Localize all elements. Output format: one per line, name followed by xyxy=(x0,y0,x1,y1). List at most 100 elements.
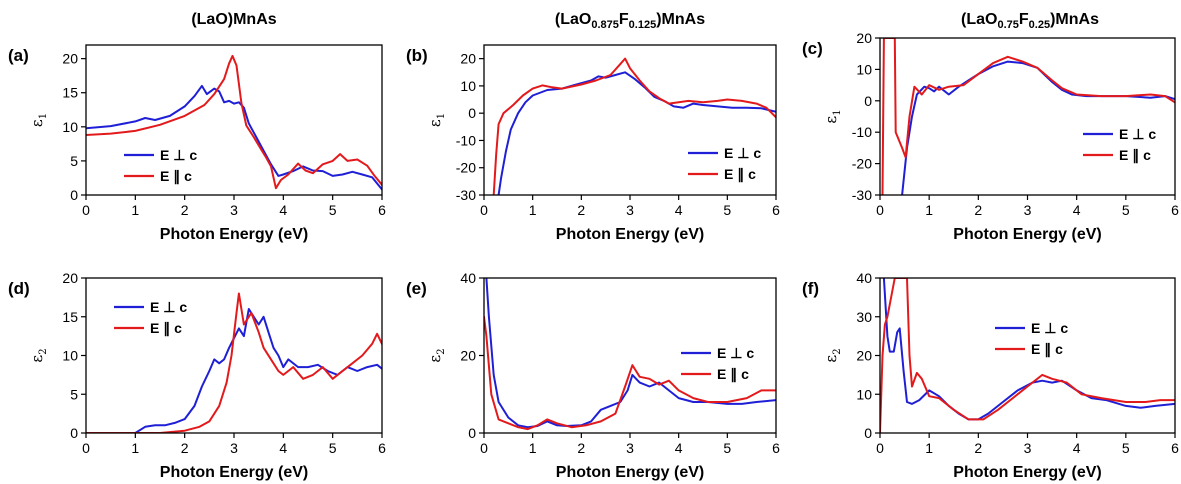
y-tick-label: -20 xyxy=(852,156,872,172)
plot-frame xyxy=(879,277,1176,434)
y-tick-label: 5 xyxy=(70,386,78,402)
x-axis-title: Photon Energy (eV) xyxy=(160,226,308,243)
column-title-1: (LaO)MnAs xyxy=(191,11,276,28)
x-axis-title: Photon Energy (eV) xyxy=(953,226,1101,243)
legend: E ⊥ c E ∥ c xyxy=(114,299,187,337)
x-tick-label: 6 xyxy=(378,440,386,456)
column-title-part: 0.125 xyxy=(629,19,657,31)
x-tick-label: 5 xyxy=(723,440,731,456)
series-line-perp xyxy=(86,84,382,191)
y-tick-label: 10 xyxy=(62,119,78,135)
y-tick-label: 10 xyxy=(856,61,872,77)
legend-label: E ∥ c xyxy=(160,168,192,185)
legend: E ⊥ c E ∥ c xyxy=(1083,126,1156,164)
y-tick-label: -10 xyxy=(456,132,476,148)
series-line-par xyxy=(86,292,382,433)
y-tick-label: 15 xyxy=(62,85,78,101)
column-title-3: (LaO0.75F0.25)MnAs xyxy=(961,11,1099,31)
column-title-part: 0.875 xyxy=(591,19,619,31)
legend-label: E ∥ c xyxy=(724,166,756,183)
x-tick-label: 1 xyxy=(131,440,139,456)
legend: E ⊥ c E ∥ c xyxy=(124,147,197,185)
x-tick-label: 6 xyxy=(772,202,780,218)
x-tick-label: 0 xyxy=(876,440,884,456)
x-tick-label: 5 xyxy=(723,202,731,218)
x-tick-label: 6 xyxy=(378,202,386,218)
series-group xyxy=(86,54,382,191)
y-tick-label: 20 xyxy=(460,51,476,67)
y-tick-label: -10 xyxy=(852,124,872,140)
column-title-part: 0.25 xyxy=(1029,19,1050,31)
y-tick-label: 20 xyxy=(856,30,872,46)
legend-label: E ∥ c xyxy=(1119,147,1151,164)
x-tick-label: 0 xyxy=(480,440,488,456)
x-tick-label: 2 xyxy=(181,440,189,456)
panel-c: 0 1 2 3 4 5 6 -30 -20 -10 0 10 20 Photon Energy (eV) ε… xyxy=(802,30,1179,243)
x-tick-label: 1 xyxy=(925,202,933,218)
x-tick-label: 3 xyxy=(626,202,634,218)
y-axis-title-main: ε xyxy=(426,355,444,363)
x-tick-label: 2 xyxy=(974,440,982,456)
series-line-par xyxy=(86,54,382,190)
y-tick-label: 20 xyxy=(62,51,78,67)
legend-label: E ⊥ c xyxy=(724,145,761,161)
series-line-perp xyxy=(497,71,776,195)
x-tick-label: 3 xyxy=(1024,202,1032,218)
column-title-part: )MnAs xyxy=(1050,11,1099,28)
legend-label: E ⊥ c xyxy=(1119,126,1156,142)
legend-label: E ⊥ c xyxy=(717,345,754,361)
panel-label: (b) xyxy=(406,46,428,65)
y-tick-label: -30 xyxy=(456,187,476,203)
y-axis-title-main: ε xyxy=(28,119,46,127)
x-tick-label: 5 xyxy=(329,440,337,456)
series-group xyxy=(881,38,1175,195)
x-tick-label: 1 xyxy=(131,202,139,218)
legend: E ⊥ c E ∥ c xyxy=(681,345,754,383)
y-tick-label: 0 xyxy=(468,105,476,121)
x-tick-label: 2 xyxy=(974,202,982,218)
x-tick-label: 3 xyxy=(230,202,238,218)
x-tick-label: 5 xyxy=(1122,440,1130,456)
x-tick-label: 4 xyxy=(675,440,683,456)
column-title-part: (LaO xyxy=(961,11,997,28)
x-tick-label: 2 xyxy=(577,440,585,456)
legend: E ⊥ c E ∥ c xyxy=(688,145,761,183)
y-axis-title-sub: 1 xyxy=(832,109,843,115)
column-title-part: (LaO)MnAs xyxy=(191,11,276,28)
y-axis-title-main: ε xyxy=(426,119,444,127)
x-tick-label: 0 xyxy=(480,202,488,218)
y-axis-title-sub: 1 xyxy=(436,113,447,119)
y-tick-label: 40 xyxy=(856,270,872,286)
legend: E ⊥ c E ∥ c xyxy=(995,320,1068,358)
x-tick-label: 4 xyxy=(279,440,287,456)
x-axis-title: Photon Energy (eV) xyxy=(160,464,308,481)
series-group xyxy=(86,292,382,433)
x-tick-label: 0 xyxy=(82,202,90,218)
series-line-perp xyxy=(882,278,1175,421)
x-tick-label: 3 xyxy=(1024,440,1032,456)
legend-label: E ∥ c xyxy=(717,366,749,383)
panel-label: (e) xyxy=(406,279,427,298)
y-axis-title: ε2 xyxy=(426,348,447,362)
plot-frame xyxy=(85,277,383,434)
plot-frame xyxy=(85,44,383,196)
x-tick-label: 6 xyxy=(1171,440,1179,456)
x-tick-label: 3 xyxy=(230,440,238,456)
y-tick-label: 20 xyxy=(460,348,476,364)
y-tick-label: 30 xyxy=(856,309,872,325)
y-tick-label: 10 xyxy=(856,386,872,402)
x-tick-label: 5 xyxy=(329,202,337,218)
y-tick-label: 10 xyxy=(62,348,78,364)
y-tick-label: 15 xyxy=(62,309,78,325)
y-tick-label: 5 xyxy=(70,153,78,169)
y-tick-label: 40 xyxy=(460,270,476,286)
series-group xyxy=(492,57,776,195)
series-line-par xyxy=(484,315,776,431)
column-title-part: F xyxy=(1019,11,1029,28)
y-tick-label: 0 xyxy=(468,425,476,441)
plot-frame xyxy=(879,37,1176,196)
y-axis-title: ε2 xyxy=(822,348,843,362)
x-tick-label: 4 xyxy=(1073,202,1081,218)
